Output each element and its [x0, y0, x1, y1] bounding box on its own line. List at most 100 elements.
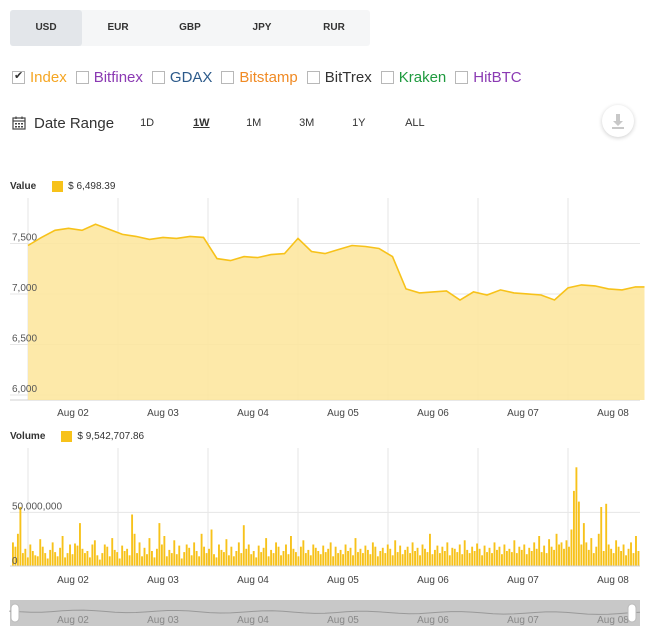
- volume-bar: [406, 546, 409, 566]
- volume-bar: [498, 546, 501, 566]
- volume-bar: [245, 548, 248, 566]
- checkbox-icon[interactable]: [151, 70, 165, 84]
- volume-bar: [131, 514, 134, 566]
- volume-bar: [86, 551, 89, 566]
- volume-bar: [575, 467, 578, 566]
- volume-bar: [247, 544, 250, 566]
- volume-bar: [558, 544, 560, 566]
- volume-x-tick-label: Aug 06: [417, 575, 449, 586]
- volume-bar: [222, 552, 225, 566]
- volume-bar: [630, 542, 632, 566]
- volume-bar: [476, 543, 479, 566]
- volume-bar: [230, 546, 233, 566]
- volume-bar: [446, 542, 449, 566]
- volume-bar: [270, 549, 273, 566]
- checkbox-icon[interactable]: [306, 70, 320, 84]
- exchange-filter-index[interactable]: Index: [12, 69, 67, 86]
- download-icon: [612, 114, 624, 129]
- exchange-filter-gdax[interactable]: GDAX: [151, 69, 212, 86]
- checkbox-icon[interactable]: [221, 70, 235, 84]
- range-button-1y[interactable]: 1Y: [352, 117, 366, 129]
- exchange-label: Bitstamp: [239, 68, 298, 86]
- volume-bar: [175, 554, 178, 566]
- volume-bar: [220, 549, 223, 566]
- range-button-1w[interactable]: 1W: [193, 117, 210, 129]
- volume-bar: [61, 536, 64, 566]
- volume-bar: [188, 547, 191, 566]
- volume-bar: [342, 554, 345, 566]
- volume-bar: [359, 548, 362, 566]
- checkbox-icon[interactable]: [12, 69, 25, 84]
- volume-bar: [448, 555, 451, 566]
- volume-bar: [577, 501, 580, 566]
- volume-bar: [98, 559, 101, 566]
- checkbox-icon[interactable]: [455, 70, 469, 84]
- volume-bar: [451, 547, 454, 566]
- volume-bar: [376, 556, 379, 566]
- range-button-3m[interactable]: 3M: [299, 117, 315, 129]
- volume-bar: [183, 552, 186, 566]
- volume-bar: [255, 557, 258, 566]
- currency-tab-rur[interactable]: RUR: [323, 22, 345, 33]
- volume-bar: [232, 556, 235, 566]
- volume-bar: [332, 556, 335, 566]
- currency-tab-jpy[interactable]: JPY: [252, 22, 272, 33]
- volume-bar: [411, 542, 414, 566]
- volume-bar: [419, 555, 421, 566]
- volume-bar: [456, 552, 459, 566]
- volume-bar: [24, 548, 27, 566]
- volume-bar: [602, 551, 605, 566]
- volume-bar: [69, 544, 71, 566]
- volume-bar: [632, 553, 635, 566]
- volume-bar: [101, 553, 104, 566]
- volume-bar: [163, 536, 166, 566]
- range-button-all[interactable]: ALL: [405, 117, 425, 129]
- navigator-x-tick-label: Aug 07: [507, 615, 539, 626]
- exchange-filter-bitstamp[interactable]: Bitstamp: [221, 68, 298, 86]
- currency-tab-gbp[interactable]: GBP: [179, 22, 201, 33]
- volume-bar: [543, 545, 546, 566]
- range-button-1m[interactable]: 1M: [246, 117, 262, 129]
- calendar-icon: [12, 116, 26, 130]
- checkbox-icon[interactable]: [75, 70, 89, 84]
- volume-bar: [565, 540, 568, 566]
- volume-bar: [180, 558, 183, 566]
- exchange-filter-bitfinex[interactable]: Bitfinex: [75, 69, 143, 86]
- volume-bar: [463, 540, 466, 566]
- volume-bar: [210, 529, 213, 566]
- volume-bar: [299, 546, 302, 566]
- volume-x-tick-label: Aug 03: [147, 575, 179, 586]
- volume-y-tick-label: 0: [12, 556, 18, 567]
- volume-bar: [317, 551, 320, 566]
- volume-bar: [160, 544, 163, 566]
- exchange-filter-hitbtc[interactable]: HitBTC: [455, 69, 522, 86]
- volume-bar: [79, 523, 81, 566]
- currency-tab-usd[interactable]: USD: [10, 10, 82, 46]
- volume-bar: [426, 552, 429, 566]
- volume-bar: [260, 552, 263, 566]
- volume-bar: [590, 538, 593, 566]
- volume-bar: [595, 546, 598, 566]
- value-line: [27, 223, 645, 301]
- volume-bar: [637, 551, 640, 566]
- value-y-tick-label: 7,000: [12, 283, 37, 294]
- navigator-handle-right[interactable]: [627, 603, 637, 623]
- volume-bar: [384, 553, 387, 566]
- range-button-1d[interactable]: 1D: [140, 117, 155, 129]
- navigator-handle-left[interactable]: [10, 603, 20, 623]
- volume-bar: [416, 547, 419, 566]
- volume-bar: [307, 549, 310, 566]
- download-button[interactable]: [602, 105, 634, 137]
- volume-bar: [290, 536, 292, 566]
- exchange-filter-bittrex[interactable]: BitTrex: [306, 69, 372, 86]
- currency-tab-eur[interactable]: EUR: [107, 22, 129, 33]
- volume-bar: [304, 553, 307, 566]
- exchange-filter-kraken[interactable]: Kraken: [380, 69, 446, 86]
- volume-bar: [466, 549, 469, 566]
- checkbox-icon[interactable]: [380, 70, 394, 84]
- volume-bar: [453, 548, 456, 566]
- volume-bar: [83, 553, 86, 566]
- volume-bar: [133, 533, 136, 566]
- volume-bar: [327, 548, 330, 566]
